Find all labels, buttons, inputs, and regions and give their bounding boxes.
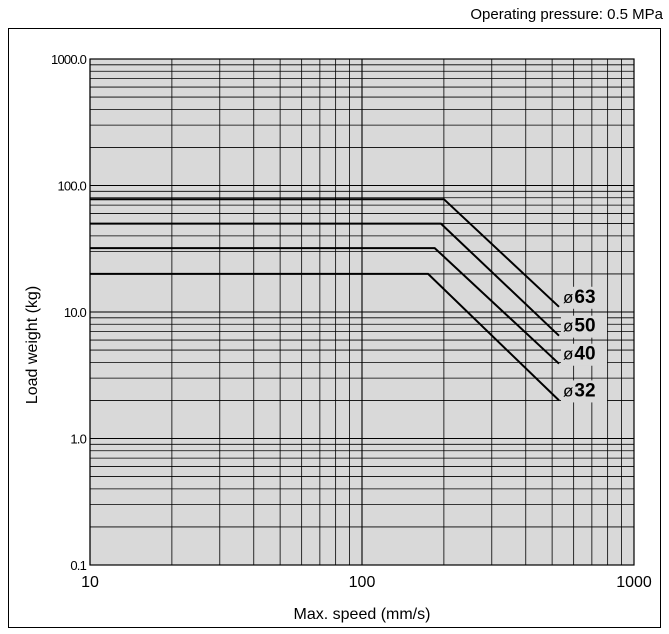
series-name: 63: [574, 287, 595, 308]
x-tick-label: 10: [81, 574, 99, 591]
series-name: 50: [574, 316, 595, 337]
y-tick-label: 1000.0: [51, 52, 87, 67]
diameter-symbol: ø: [563, 381, 573, 400]
series-label-40: ø40: [563, 344, 596, 365]
operating-pressure-note: Operating pressure: 0.5 MPa: [470, 6, 663, 23]
series-label-32: ø32: [563, 380, 596, 401]
series-label-bg: [561, 286, 608, 309]
diameter-symbol: ø: [563, 317, 573, 336]
tick-labels: 10 100 1000 1000.0 100.0 10.0 1.0 0.1: [51, 52, 652, 591]
series-label-bg: [561, 343, 608, 366]
series-line-63: [90, 198, 560, 308]
series-lines: [90, 198, 560, 402]
series-name: 32: [574, 380, 595, 401]
y-tick-label: 10.0: [64, 305, 87, 320]
series-line-32: [90, 272, 560, 402]
x-tick-label: 100: [349, 574, 376, 591]
y-tick-label: 0.1: [70, 558, 86, 573]
diameter-symbol: ø: [563, 345, 573, 364]
x-tick-label: 1000: [616, 574, 652, 591]
series-line-40: [90, 247, 560, 365]
series-label-bg: [561, 315, 608, 338]
grid-lines: [89, 59, 634, 566]
chart-frame: ø63 ø50 ø40 ø32 10 100 1000 1000.0 100.0 10.0 1.0…: [8, 28, 661, 628]
series-line-50: [90, 222, 560, 337]
series-name: 40: [574, 344, 595, 365]
x-axis-label: Max. speed (mm/s): [294, 606, 431, 623]
y-tick-label: 100.0: [57, 179, 86, 194]
series-label-bg: [561, 380, 608, 403]
y-tick-label: 1.0: [70, 432, 86, 447]
y-axis-label: Load weight (kg): [24, 286, 41, 404]
series-label-50: ø50: [563, 316, 596, 337]
diameter-symbol: ø: [563, 288, 573, 307]
series-label-63: ø63: [563, 287, 596, 308]
